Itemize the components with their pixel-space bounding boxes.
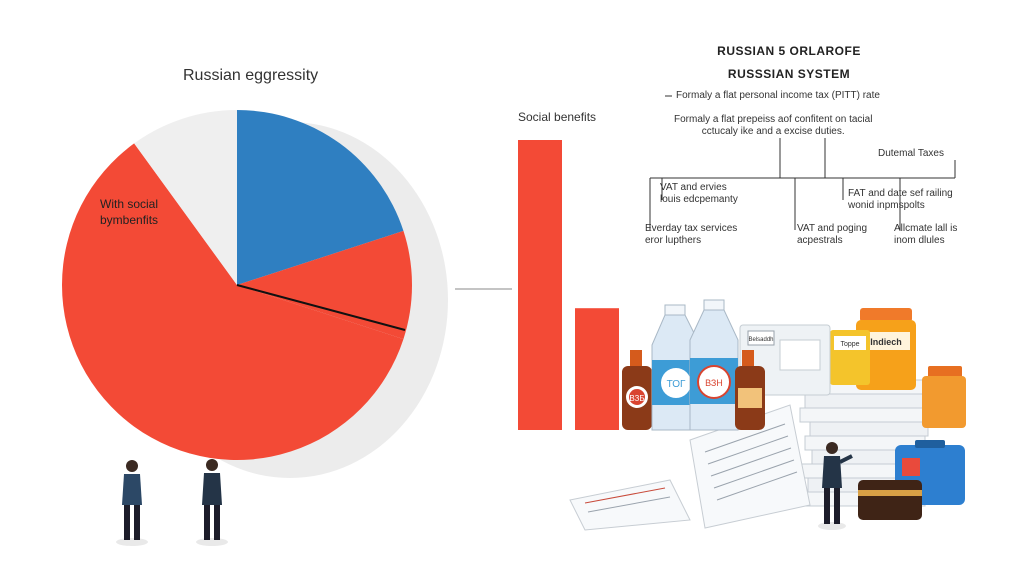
tax-tree-lines xyxy=(649,95,956,230)
person-middle xyxy=(196,459,228,546)
note-everday-line1: Everday tax services xyxy=(645,223,738,234)
note-vat-ervies-line2: louis edcpemanty xyxy=(660,194,738,205)
note-fat-date-line2: wonid inpmspolts xyxy=(848,200,925,211)
bottle-dark-2 xyxy=(735,350,765,430)
system-title-line1: RUSSIAN 5 ORLAROFE xyxy=(717,44,861,58)
pie-slice-label: With social bymbenfits xyxy=(100,196,158,228)
note-confitent-line1: Formaly a flat prepeiss aof confitent on… xyxy=(674,114,873,125)
note-dutemal: Dutemal Taxes xyxy=(878,148,944,159)
note-vat-ervies: VAT and ervies louis edcpemanty xyxy=(660,182,738,206)
note-pit-rate: Formaly a flat personal income tax (PITT… xyxy=(676,90,880,101)
jar-label: Indiech xyxy=(870,337,902,347)
brown-case xyxy=(858,480,922,520)
note-allcmate: Allcmate lall is inom dlules xyxy=(894,223,957,247)
person-right xyxy=(818,442,853,530)
pie-divider-line xyxy=(236,284,406,331)
note-vat-poging: VAT and poging acpestrals xyxy=(797,223,867,247)
bottle2-label: ТОГ xyxy=(667,379,686,390)
documents xyxy=(569,404,811,531)
bottle-dark-1 xyxy=(622,350,652,430)
pie-slice-3 xyxy=(61,143,404,460)
pie-title: Russian eggressity xyxy=(183,67,319,84)
note-fat-date-line1: FAT and date sef railing xyxy=(848,188,953,199)
note-allcmate-line2: inom dlules xyxy=(894,235,945,246)
note-vat-poging-line2: acpestrals xyxy=(797,235,843,246)
yellow-box-label: Toppe xyxy=(840,341,859,348)
note-allcmate-line1: Allcmate lall is xyxy=(894,223,958,234)
pie-chart xyxy=(61,110,412,460)
bar-2 xyxy=(575,308,619,430)
note-confitent: Formaly a flat prepeiss aof confitent on… xyxy=(674,114,872,138)
pie-slice-4 xyxy=(134,110,237,285)
pie-slice-1 xyxy=(237,110,404,285)
bottle-blue-2 xyxy=(689,299,739,431)
note-vat-poging-line1: VAT and poging xyxy=(797,223,868,234)
pie-label-line1: With social xyxy=(100,197,159,211)
pie-slice-2 xyxy=(237,230,412,340)
bar-1 xyxy=(518,140,562,430)
product-box-yellow xyxy=(830,330,870,385)
bottle1-label: ВЗБ xyxy=(629,394,644,403)
bar-chart-title: Social benefits xyxy=(518,110,597,124)
bar-chart xyxy=(518,140,619,430)
note-fat-date: FAT and date sef railing wonid inpmspolt… xyxy=(848,188,953,212)
white-box-label: Belsaddh xyxy=(748,337,773,343)
note-everday: Everday tax services eror lupthers xyxy=(645,223,737,247)
note-vat-ervies-line1: VAT and ervies xyxy=(660,182,727,193)
system-title-line2: RUSSSIAN SYSTEM xyxy=(727,67,851,81)
person-left xyxy=(116,460,148,546)
pie-label-line2: bymbenfits xyxy=(100,213,159,227)
bottle3-label: ВЗН xyxy=(705,378,723,388)
note-everday-line2: eror lupthers xyxy=(645,235,702,246)
product-small-jar xyxy=(922,366,966,428)
note-confitent-line2: cctucaly ike and a excise duties. xyxy=(701,126,845,137)
product-jar xyxy=(856,308,916,390)
